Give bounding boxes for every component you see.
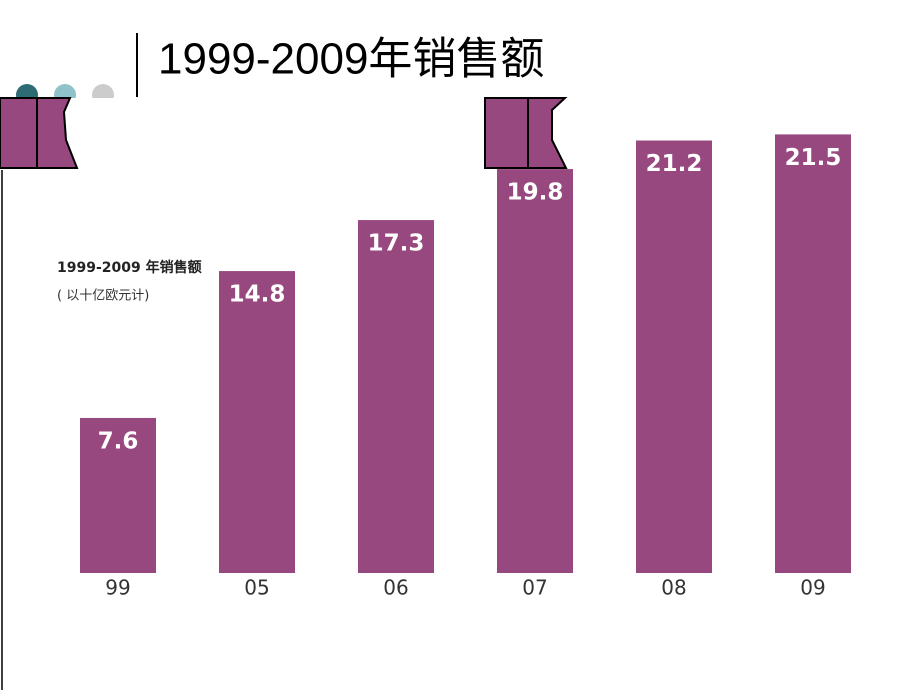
bar [636,140,712,573]
bar [775,134,851,573]
value-label: 21.2 [646,151,703,177]
decor-shape [484,97,568,169]
chart-title: 1999-2009 年销售额 [57,259,202,276]
value-label: 17.3 [368,231,425,257]
x-tick-label: 99 [105,576,130,600]
chart-subtitle: ( 以十亿欧元计) [57,289,149,304]
dot-mask [0,98,920,110]
bar [358,220,434,573]
decor-shape [0,97,79,169]
value-label: 21.5 [785,145,842,171]
bar [497,169,573,573]
value-label: 7.6 [98,428,139,454]
bar [219,271,295,573]
bar [80,417,156,573]
x-tick-label: 07 [522,576,547,600]
x-tick-label: 05 [244,576,269,600]
x-tick-label: 08 [661,576,686,600]
x-tick-label: 06 [383,576,408,600]
slide-title: 1999-2009年销售额 [158,35,544,84]
x-tick-label: 09 [800,576,825,600]
value-label: 14.8 [229,282,286,308]
value-label: 19.8 [507,180,564,206]
